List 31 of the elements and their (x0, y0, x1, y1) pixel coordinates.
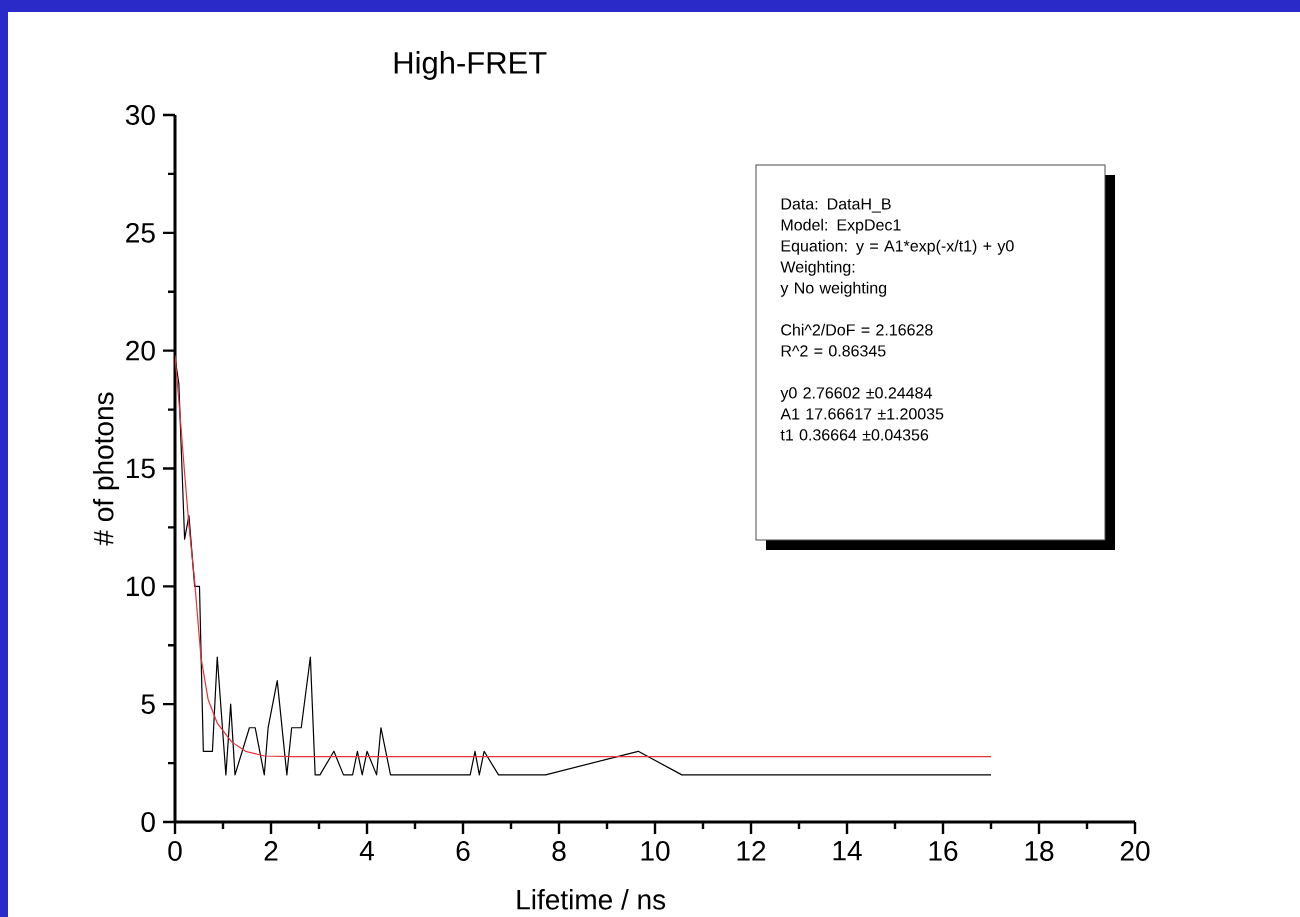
annotation: t1 0.36664 ±0.04356 (780, 429, 929, 441)
y-tick-label: 20 (126, 340, 155, 361)
annotation: y0 2.76602 ±0.24484 (780, 387, 932, 402)
y-tick-label: 15 (126, 458, 155, 479)
x-tick-label: 0 (168, 841, 182, 861)
x-tick-label: 4 (359, 841, 374, 861)
annotation: Data: DataH_B (781, 198, 891, 213)
y-axis-title: # of photons (92, 392, 120, 546)
y-tick-label: 0 (141, 812, 155, 832)
chart-title: High-FRET (394, 51, 547, 80)
x-axis-title: Lifetime / ns (517, 889, 666, 910)
y-tick-label: 30 (125, 105, 155, 125)
annotation: A1 17.66617 ±1.20035 (780, 408, 944, 420)
x-tick-label: 2 (264, 841, 278, 861)
annotation: y No weighting (780, 281, 887, 297)
annotation: Chi^2/DoF = 2.16628 (781, 323, 933, 336)
x-tick-label: 16 (929, 841, 958, 861)
y-tick-label: 10 (126, 576, 155, 597)
x-tick-label: 6 (456, 841, 470, 861)
y-tick-label: 5 (141, 694, 155, 714)
annotation: Equation: y = A1*exp(-x/t1) + y0 (781, 239, 1014, 255)
x-tick-label: 12 (737, 841, 766, 861)
x-tick-label: 14 (833, 841, 862, 861)
x-tick-label: 10 (641, 841, 670, 861)
y-tick-label: 25 (126, 222, 155, 243)
x-tick-label: 18 (1025, 841, 1054, 861)
annotation: Model: ExpDec1 (781, 218, 901, 234)
annotation: R^2 = 0.86345 (781, 345, 886, 357)
annotation: Weighting: (780, 260, 855, 276)
x-tick-label: 8 (552, 841, 566, 861)
x-tick-label: 20 (1120, 841, 1150, 861)
